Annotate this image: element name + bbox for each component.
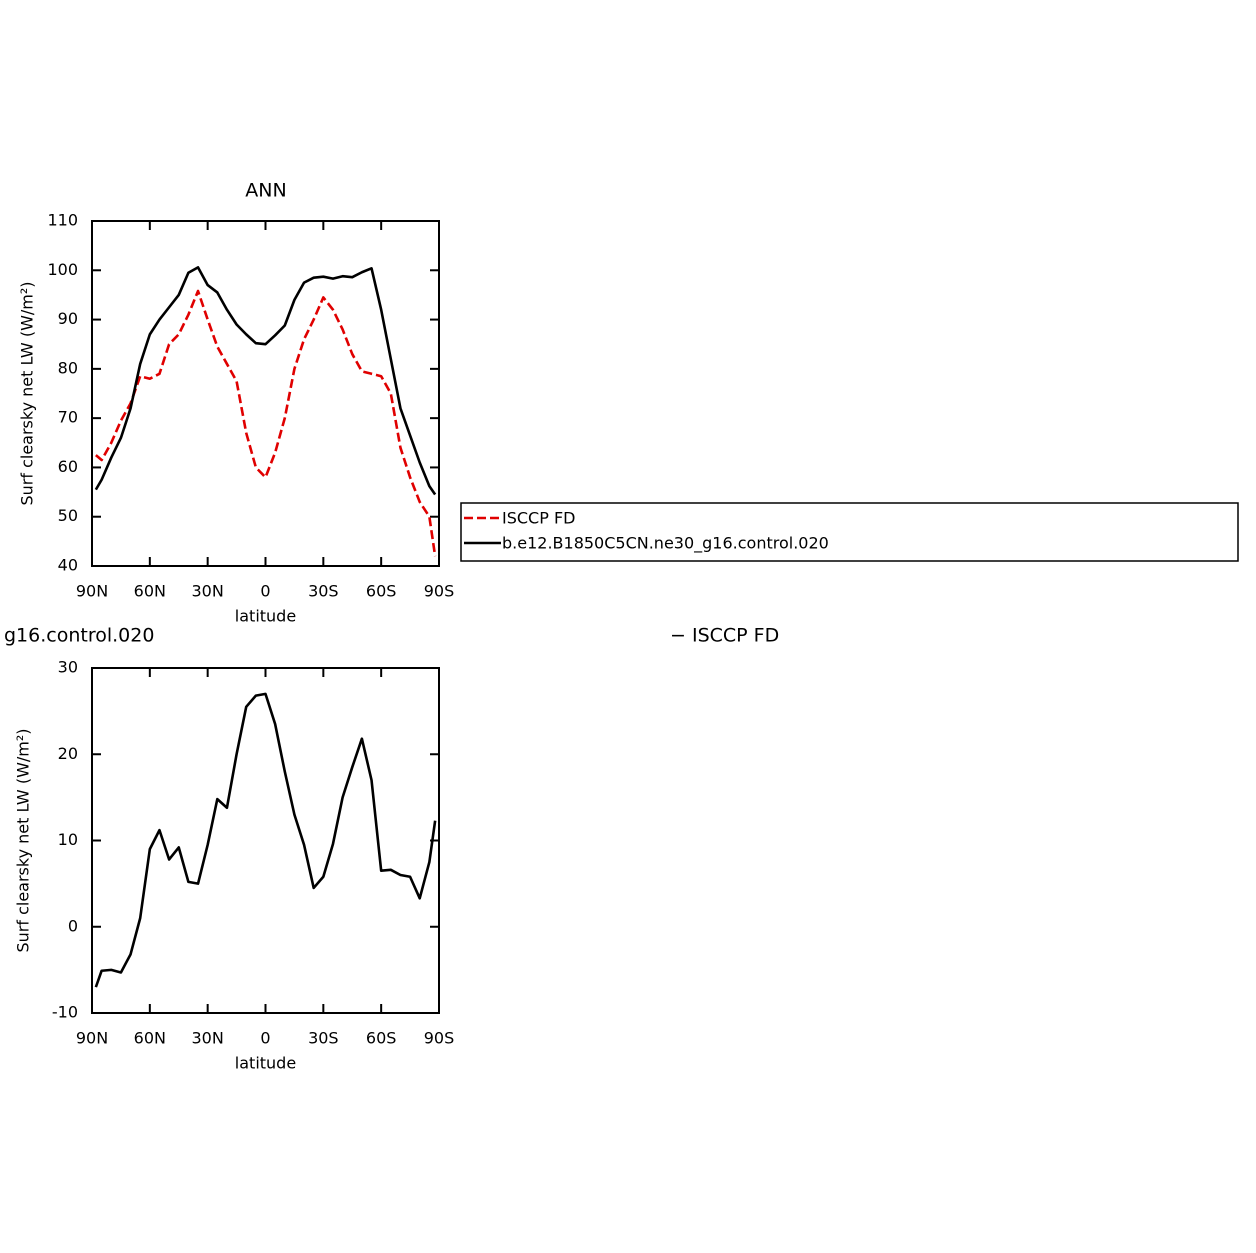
plot-frame: [91, 667, 440, 1014]
y-tick-label: 90: [58, 309, 78, 328]
y-tick-label: -10: [52, 1003, 78, 1022]
x-tick-label: 30N: [192, 1029, 224, 1048]
y-tick-label: 30: [58, 658, 78, 677]
x-tick-label: 90N: [76, 1029, 108, 1048]
x-tick-label: 30N: [192, 582, 224, 601]
x-axis-label: latitude: [235, 607, 296, 626]
chart-title-right: − ISCCP FD: [670, 625, 779, 647]
y-tick-label: 20: [58, 744, 78, 763]
legend-label: b.e12.B1850C5CN.ne30_g16.control.020: [502, 534, 829, 554]
y-tick-label: 80: [58, 358, 78, 377]
y-tick-label: 60: [58, 457, 78, 476]
x-tick-label: 60N: [134, 582, 166, 601]
x-tick-label: 60N: [134, 1029, 166, 1048]
x-tick-label: 0: [260, 582, 270, 601]
x-tick-label: 90N: [76, 582, 108, 601]
x-tick-label: 90S: [424, 1029, 455, 1048]
y-tick-label: 40: [58, 556, 78, 575]
x-tick-label: 30S: [308, 1029, 339, 1048]
y-axis-label: Surf clearsky net LW (W/m²): [18, 281, 37, 505]
y-tick-label: 100: [47, 260, 78, 279]
chart-title: ANN: [245, 180, 286, 202]
x-tick-label: 60S: [366, 582, 397, 601]
y-tick-label: 110: [47, 211, 78, 230]
y-tick-label: 0: [68, 916, 78, 935]
x-tick-label: 60S: [366, 1029, 397, 1048]
x-tick-label: 0: [260, 1029, 270, 1048]
legend-box: [460, 502, 1239, 562]
x-tick-label: 90S: [424, 582, 455, 601]
x-axis-label: latitude: [235, 1054, 296, 1073]
chart-title-left: g16.control.020: [4, 625, 154, 647]
y-tick-label: 10: [58, 830, 78, 849]
legend-label: ISCCP FD: [502, 509, 575, 528]
x-tick-label: 30S: [308, 582, 339, 601]
y-tick-label: 70: [58, 408, 78, 427]
y-tick-label: 50: [58, 506, 78, 525]
data-line: [94, 266, 437, 496]
plot-frame: [91, 220, 440, 567]
y-axis-label: Surf clearsky net LW (W/m²): [14, 728, 33, 952]
data-line: [95, 289, 437, 557]
data-line: [94, 692, 437, 988]
